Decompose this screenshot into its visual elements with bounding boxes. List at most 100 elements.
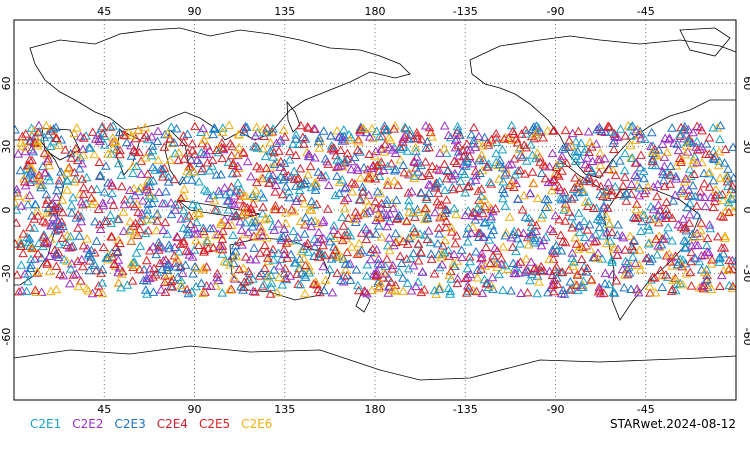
observation-marker <box>155 258 165 268</box>
observation-marker <box>603 121 613 130</box>
observation-marker <box>571 136 581 146</box>
observation-marker <box>340 155 350 165</box>
observation-marker <box>395 154 406 164</box>
observation-marker <box>647 272 658 282</box>
observation-marker <box>488 225 499 235</box>
top-tick-label: -90 <box>547 5 565 18</box>
observation-marker <box>109 259 120 269</box>
observation-marker <box>339 203 350 213</box>
observation-marker <box>217 153 228 163</box>
observation-marker <box>682 202 693 212</box>
observation-marker <box>149 193 160 203</box>
observation-marker <box>289 206 300 216</box>
observation-marker <box>533 122 544 132</box>
observation-marker <box>394 233 405 243</box>
observation-marker <box>32 141 43 150</box>
observation-marker <box>84 256 95 265</box>
observation-marker <box>593 248 603 257</box>
observation-marker <box>116 269 127 278</box>
observation-marker <box>355 194 366 204</box>
observation-marker <box>729 206 736 216</box>
observation-marker <box>486 229 497 239</box>
observation-marker <box>182 166 192 175</box>
observation-marker <box>270 200 281 210</box>
observation-marker <box>370 146 381 156</box>
observation-marker <box>544 161 555 171</box>
observation-marker <box>107 180 117 190</box>
observation-marker <box>621 188 632 198</box>
observation-marker <box>135 241 146 250</box>
observation-marker <box>610 131 620 141</box>
observation-marker <box>419 214 430 223</box>
observation-marker <box>229 199 240 209</box>
observation-marker <box>446 227 457 236</box>
observation-marker <box>179 184 190 193</box>
observation-marker <box>670 285 681 295</box>
observation-marker <box>635 126 646 136</box>
observation-marker <box>288 226 299 235</box>
observation-marker <box>310 178 320 187</box>
observation-marker <box>461 161 471 170</box>
observation-marker <box>267 170 278 180</box>
observation-marker <box>667 261 678 270</box>
observation-marker <box>352 210 363 220</box>
observation-marker <box>228 258 239 268</box>
map-frame <box>13 19 737 401</box>
observation-marker <box>515 165 526 174</box>
observation-marker <box>329 220 339 230</box>
observation-marker <box>531 220 542 230</box>
right-tick-label: -60 <box>741 328 750 346</box>
observation-marker <box>440 185 450 195</box>
observation-marker <box>94 157 105 167</box>
observation-marker <box>219 256 230 266</box>
observation-marker <box>160 287 171 296</box>
observation-marker <box>391 195 402 204</box>
observation-marker <box>58 270 69 280</box>
observation-marker <box>340 265 351 274</box>
observation-marker <box>676 222 687 231</box>
observation-marker <box>213 147 224 157</box>
observation-marker <box>723 207 734 217</box>
observation-marker <box>439 159 450 168</box>
observation-marker <box>142 169 153 178</box>
observation-marker <box>97 288 108 298</box>
observation-marker <box>151 249 162 259</box>
observation-marker <box>547 270 558 280</box>
observation-marker <box>453 140 464 150</box>
observation-marker <box>146 132 157 141</box>
observation-marker <box>486 214 496 223</box>
observation-marker <box>661 204 672 214</box>
observation-marker <box>644 225 654 234</box>
observation-marker <box>612 230 623 239</box>
observation-marker <box>342 270 352 280</box>
observation-marker <box>570 232 581 242</box>
observation-marker <box>620 256 631 265</box>
observation-marker <box>299 229 310 238</box>
observation-marker <box>439 120 450 130</box>
observation-marker <box>501 228 512 237</box>
observation-marker <box>209 123 220 132</box>
observation-marker <box>704 167 715 176</box>
observation-marker <box>199 134 209 144</box>
observation-marker <box>400 130 411 139</box>
observation-marker <box>641 253 652 263</box>
observation-marker <box>16 238 26 248</box>
observation-marker <box>625 231 635 240</box>
observation-marker <box>62 256 72 265</box>
observation-marker <box>76 196 87 206</box>
observation-marker <box>556 245 567 255</box>
observation-marker <box>386 158 397 168</box>
observation-marker <box>560 125 571 135</box>
observation-marker <box>51 122 61 132</box>
observation-marker <box>489 243 500 252</box>
observation-marker <box>134 186 144 196</box>
observation-marker <box>528 235 539 245</box>
observation-marker <box>701 139 712 148</box>
observation-marker <box>708 175 719 185</box>
observation-marker <box>238 285 248 294</box>
observation-marker <box>433 223 444 232</box>
observation-marker <box>621 196 632 205</box>
observation-marker <box>22 160 33 170</box>
observation-marker <box>420 121 431 130</box>
observation-marker <box>472 273 483 282</box>
